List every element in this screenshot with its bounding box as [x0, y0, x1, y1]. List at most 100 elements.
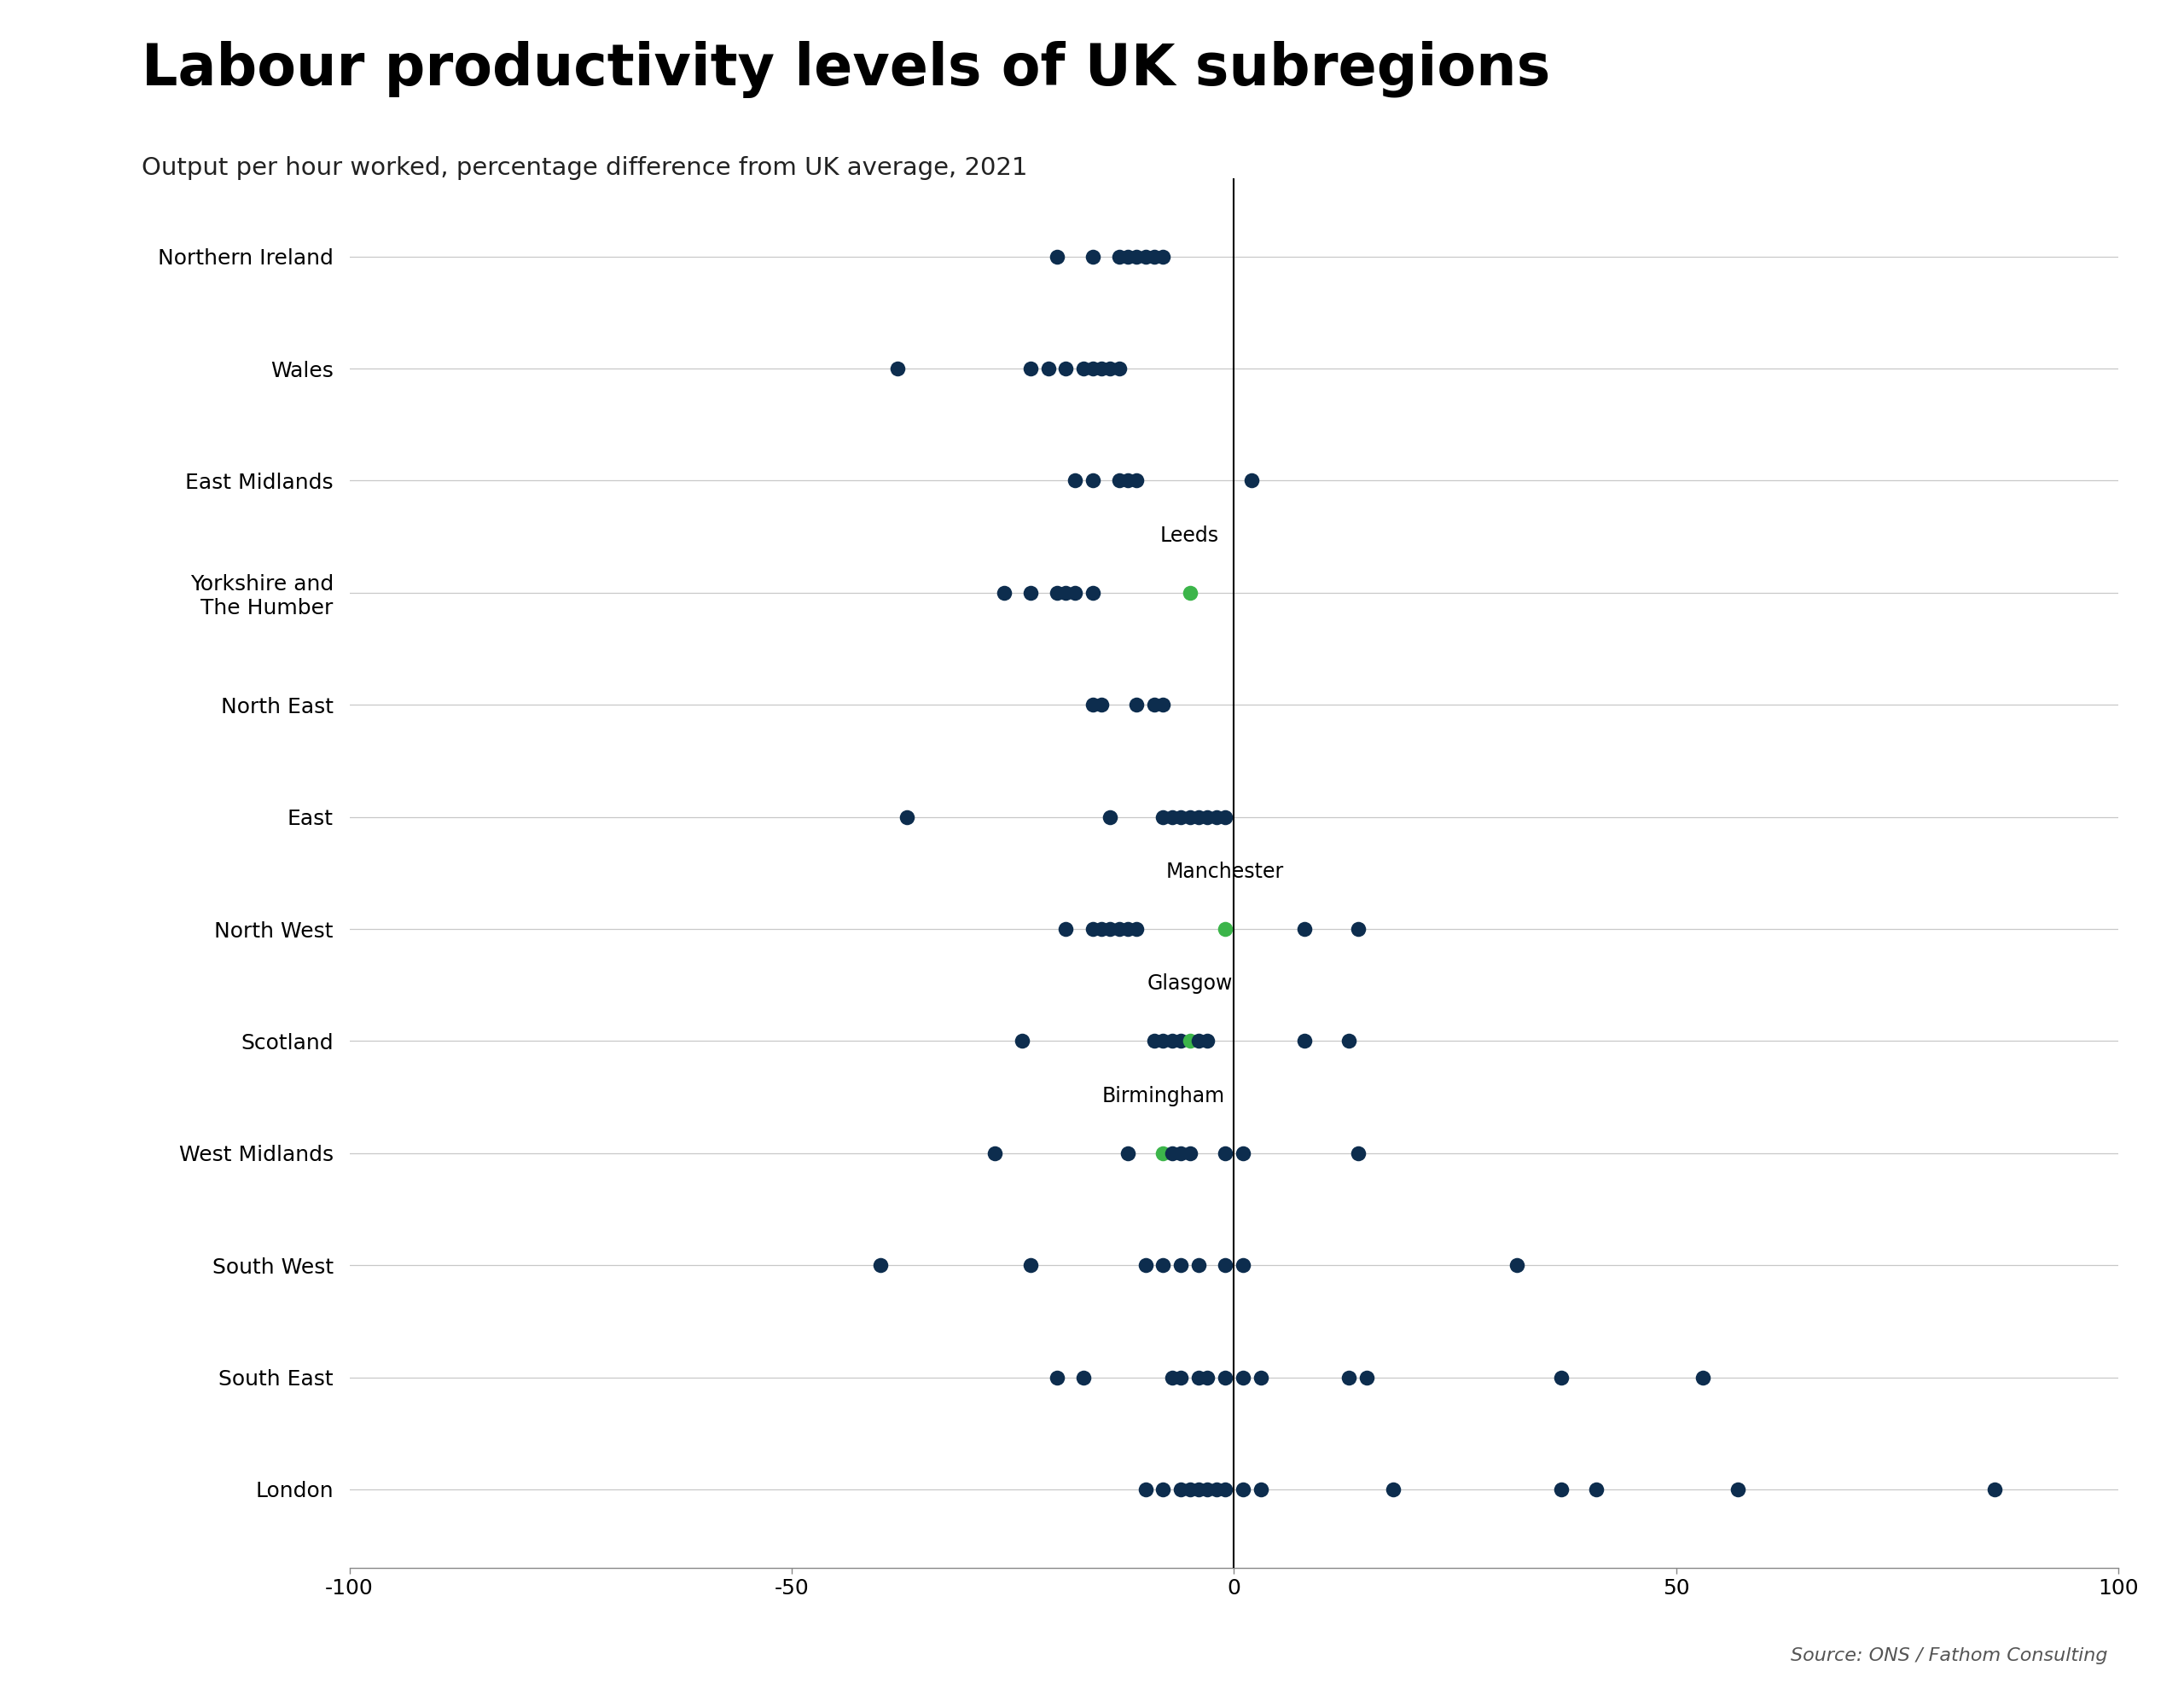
Point: [1173, 1476, 1208, 1503]
Point: [1013, 1251, 1048, 1278]
Text: Output per hour worked, percentage difference from UK average, 2021: Output per hour worked, percentage diffe…: [142, 156, 1029, 180]
Point: [1286, 1027, 1321, 1054]
Point: [1208, 1139, 1243, 1166]
Point: [1075, 580, 1109, 607]
Point: [1190, 1027, 1225, 1054]
Point: [1332, 1364, 1367, 1392]
Point: [1147, 242, 1182, 270]
Point: [1083, 915, 1118, 942]
Point: [1173, 1027, 1208, 1054]
Text: Labour productivity levels of UK subregions: Labour productivity levels of UK subregi…: [142, 41, 1551, 98]
Point: [1721, 1476, 1756, 1503]
Point: [1118, 242, 1153, 270]
Point: [1109, 468, 1144, 495]
Point: [1579, 1476, 1614, 1503]
Point: [1066, 1364, 1101, 1392]
Point: [1225, 1251, 1260, 1278]
Point: [1173, 580, 1208, 607]
Point: [1118, 692, 1153, 719]
Point: [1057, 580, 1092, 607]
Point: [1138, 1027, 1173, 1054]
Point: [1155, 1027, 1190, 1054]
Point: [1500, 1251, 1535, 1278]
Point: [1208, 1364, 1243, 1392]
Point: [1208, 1476, 1243, 1503]
Point: [1190, 1364, 1225, 1392]
Point: [1109, 915, 1144, 942]
Point: [1040, 242, 1075, 270]
Point: [1092, 803, 1127, 831]
Point: [1173, 1139, 1208, 1166]
Point: [1686, 1364, 1721, 1392]
Point: [1109, 242, 1144, 270]
Point: [1005, 1027, 1040, 1054]
Point: [987, 580, 1022, 607]
Point: [1164, 1364, 1199, 1392]
Point: [1101, 242, 1136, 270]
Point: [1243, 1476, 1278, 1503]
Point: [1048, 915, 1083, 942]
Point: [1057, 468, 1092, 495]
Point: [1138, 692, 1173, 719]
Point: [1138, 242, 1173, 270]
Point: [1544, 1476, 1579, 1503]
Point: [1118, 468, 1153, 495]
Point: [1225, 1139, 1260, 1166]
Point: [1155, 1139, 1190, 1166]
Point: [1101, 915, 1136, 942]
Point: [1977, 1476, 2011, 1503]
Point: [1182, 1476, 1216, 1503]
Point: [1155, 1364, 1190, 1392]
Point: [1129, 1251, 1164, 1278]
Text: Source: ONS / Fathom Consulting: Source: ONS / Fathom Consulting: [1791, 1648, 2108, 1664]
Point: [1208, 915, 1243, 942]
Point: [1243, 1364, 1278, 1392]
Point: [1208, 803, 1243, 831]
Point: [880, 354, 915, 381]
Point: [1066, 354, 1101, 381]
Text: Glasgow: Glasgow: [1147, 973, 1232, 993]
Point: [1040, 1364, 1075, 1392]
Point: [1208, 1251, 1243, 1278]
Point: [1118, 915, 1153, 942]
Point: [1101, 468, 1136, 495]
Point: [1164, 803, 1199, 831]
Point: [1164, 1251, 1199, 1278]
Text: Birmingham: Birmingham: [1101, 1085, 1225, 1107]
Point: [1075, 915, 1109, 942]
Point: [1182, 1027, 1216, 1054]
Point: [1173, 803, 1208, 831]
Text: Leeds: Leeds: [1160, 525, 1219, 546]
Point: [1147, 803, 1182, 831]
Point: [1075, 468, 1109, 495]
Point: [1182, 1364, 1216, 1392]
Point: [1013, 354, 1048, 381]
Point: [1164, 1027, 1199, 1054]
Point: [1075, 242, 1109, 270]
Point: [1225, 1476, 1260, 1503]
Point: [1199, 803, 1234, 831]
Point: [1101, 354, 1136, 381]
Point: [978, 1139, 1013, 1166]
Point: [1332, 1027, 1367, 1054]
Point: [1092, 354, 1127, 381]
Point: [1544, 1364, 1579, 1392]
Point: [1164, 1476, 1199, 1503]
Point: [1225, 1364, 1260, 1392]
Point: [1199, 1476, 1234, 1503]
Point: [1190, 803, 1225, 831]
Point: [1040, 580, 1075, 607]
Point: [1129, 242, 1164, 270]
Point: [1182, 803, 1216, 831]
Point: [1147, 1476, 1182, 1503]
Point: [1341, 1139, 1376, 1166]
Point: [1083, 692, 1118, 719]
Text: Manchester: Manchester: [1166, 861, 1284, 881]
Point: [1147, 1139, 1182, 1166]
Point: [1286, 915, 1321, 942]
Point: [1350, 1364, 1385, 1392]
Point: [1013, 580, 1048, 607]
Point: [1155, 803, 1190, 831]
Point: [1190, 1476, 1225, 1503]
Point: [1109, 1139, 1144, 1166]
